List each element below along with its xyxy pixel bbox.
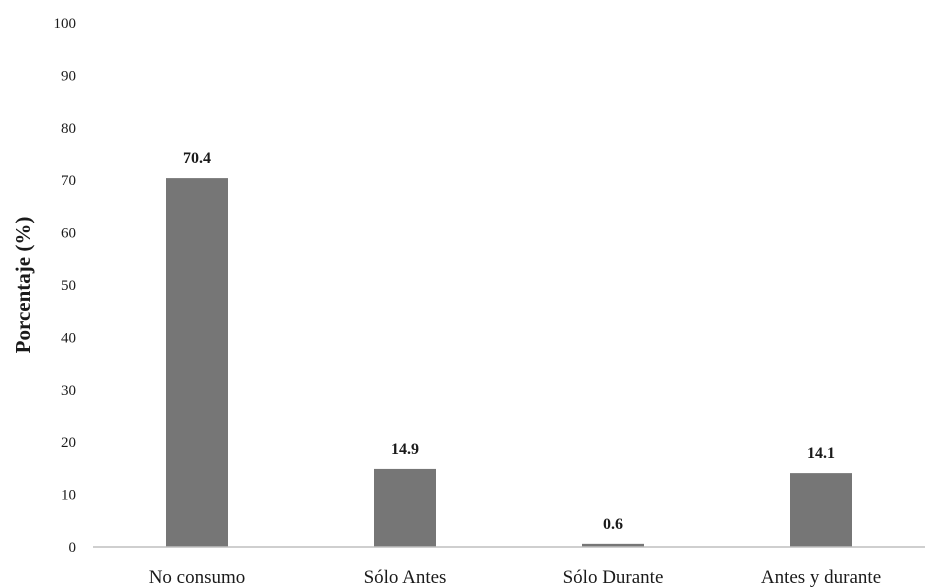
bars bbox=[166, 178, 852, 547]
data-label: 70.4 bbox=[183, 150, 211, 167]
y-tick-label: 70 bbox=[61, 173, 76, 189]
data-label: 14.1 bbox=[807, 445, 835, 462]
data-labels: 70.4 14.9 0.6 14.1 bbox=[183, 150, 835, 533]
y-tick-label: 80 bbox=[61, 121, 76, 137]
y-tick-label: 50 bbox=[61, 278, 76, 294]
y-tick-label: 90 bbox=[61, 68, 76, 84]
y-tick-label: 60 bbox=[61, 226, 76, 242]
x-category-label: Antes y durante bbox=[761, 567, 881, 588]
y-tick-label: 30 bbox=[61, 383, 76, 399]
data-label: 14.9 bbox=[391, 441, 419, 458]
y-tick-label: 0 bbox=[69, 540, 77, 556]
y-axis-ticks: 0 10 20 30 40 50 60 70 80 90 100 bbox=[54, 16, 77, 556]
bar bbox=[374, 468, 436, 547]
bar bbox=[582, 543, 644, 547]
category-labels: No consumo Sólo Antes Sólo Durante Antes y … bbox=[149, 567, 881, 588]
data-label: 0.6 bbox=[603, 516, 623, 533]
y-tick-label: 40 bbox=[61, 330, 76, 346]
y-tick-label: 20 bbox=[61, 435, 76, 451]
bar bbox=[166, 178, 228, 547]
y-tick-label: 10 bbox=[61, 488, 76, 504]
y-axis-title: Porcentaje (%) bbox=[11, 217, 35, 354]
y-tick-label: 100 bbox=[54, 16, 77, 32]
bar bbox=[790, 473, 852, 547]
x-category-label: Sólo Antes bbox=[364, 567, 447, 588]
x-category-label: Sólo Durante bbox=[563, 567, 664, 588]
x-category-label: No consumo bbox=[149, 567, 246, 588]
